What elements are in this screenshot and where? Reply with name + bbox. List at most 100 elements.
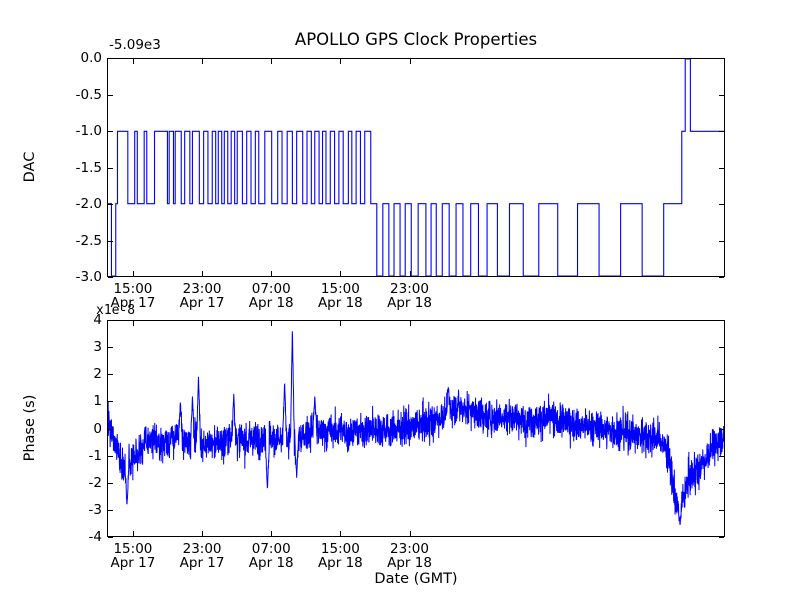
dac-ytick-1: -0.5 <box>75 86 102 103</box>
phase-ytick-0: 4 <box>93 312 102 328</box>
tick-date: Apr 17 <box>110 555 156 572</box>
tick-mark <box>719 456 724 457</box>
tick-mark <box>108 95 113 96</box>
tick-mark <box>133 531 134 536</box>
tick-mark <box>202 321 203 326</box>
phase-xtick-2: 07:00 Apr 18 <box>249 542 294 571</box>
tick-mark <box>202 59 203 64</box>
figure-title: APOLLO GPS Clock Properties <box>294 30 538 49</box>
tick-mark <box>719 429 724 430</box>
tick-date: Apr 18 <box>317 555 363 572</box>
tick-time: 15:00 <box>113 541 153 557</box>
tick-mark <box>340 531 341 536</box>
dac-xtick-1: 23:00 Apr 17 <box>180 282 225 311</box>
tick-mark <box>108 320 113 321</box>
tick-time: 23:00 <box>182 281 222 297</box>
tick-mark <box>108 510 113 511</box>
tick-mark <box>202 531 203 536</box>
tick-date: Apr 18 <box>387 295 432 312</box>
tick-mark <box>108 347 113 348</box>
tick-mark <box>719 168 724 169</box>
phase-ytick-4: 0 <box>93 420 102 437</box>
tick-mark <box>719 510 724 511</box>
tick-date: Apr 18 <box>317 295 363 312</box>
tick-mark <box>719 320 724 321</box>
dac-ytick-5: -2.5 <box>75 232 102 249</box>
tick-mark <box>719 131 724 132</box>
phase-noise-line <box>108 331 724 525</box>
tick-mark <box>108 374 113 375</box>
tick-mark <box>271 271 272 276</box>
tick-mark <box>719 483 724 484</box>
tick-mark <box>271 59 272 64</box>
phase-xtick-3: 15:00 Apr 18 <box>318 542 363 571</box>
phase-ytick-1: 3 <box>93 339 102 356</box>
tick-mark <box>340 321 341 326</box>
tick-mark <box>719 95 724 96</box>
tick-mark <box>108 168 113 169</box>
dac-xtick-2: 07:00 Apr 18 <box>249 282 294 311</box>
dac-xtick-4: 23:00 Apr 18 <box>387 282 432 311</box>
tick-mark <box>271 321 272 326</box>
tick-mark <box>719 401 724 402</box>
dac-plot-area <box>107 58 725 277</box>
phase-plot-area <box>107 320 725 537</box>
phase-ytick-6: -2 <box>88 474 102 491</box>
tick-mark <box>719 347 724 348</box>
tick-time: 23:00 <box>182 541 222 557</box>
tick-mark <box>133 321 134 326</box>
dac-ytick-4: -2.0 <box>75 196 102 212</box>
tick-mark <box>108 241 113 242</box>
tick-mark <box>202 271 203 276</box>
dac-y-offset-text: -5.09e3 <box>109 37 161 53</box>
tick-mark <box>108 131 113 132</box>
tick-mark <box>410 59 411 64</box>
tick-time: 15:00 <box>113 281 153 297</box>
tick-mark <box>133 59 134 64</box>
tick-mark <box>340 271 341 276</box>
tick-date: Apr 17 <box>179 295 225 312</box>
tick-mark <box>719 58 724 59</box>
tick-mark <box>719 374 724 375</box>
phase-y-offset-text: x1e-8 <box>96 303 136 318</box>
tick-time: 07:00 <box>251 281 291 297</box>
tick-mark <box>108 456 113 457</box>
tick-mark <box>108 277 113 278</box>
dac-series-svg <box>108 59 724 276</box>
tick-date: Apr 18 <box>248 555 294 572</box>
tick-time: 07:00 <box>251 541 291 557</box>
tick-date: Apr 18 <box>248 295 294 312</box>
tick-mark <box>108 429 113 430</box>
tick-mark <box>410 321 411 326</box>
dac-ytick-3: -1.5 <box>75 159 102 176</box>
phase-ytick-3: 1 <box>93 393 102 410</box>
tick-mark <box>410 271 411 276</box>
phase-ytick-7: -3 <box>88 501 102 518</box>
phase-x-axis-label: Date (GMT) <box>374 571 458 587</box>
tick-time: 23:00 <box>390 281 429 297</box>
tick-mark <box>340 59 341 64</box>
tick-time: 15:00 <box>320 541 360 557</box>
phase-ytick-5: -1 <box>88 447 102 464</box>
tick-mark <box>108 537 113 538</box>
tick-date: Apr 17 <box>110 295 156 312</box>
dac-ytick-2: -1.0 <box>75 123 102 139</box>
tick-time: 23:00 <box>390 541 429 557</box>
tick-mark <box>410 531 411 536</box>
phase-ytick-8: -4 <box>88 529 102 545</box>
dac-ytick-6: -3.0 <box>75 269 102 285</box>
phase-xtick-0: 15:00 Apr 17 <box>111 542 156 571</box>
phase-series-svg <box>108 321 724 536</box>
phase-xtick-4: 23:00 Apr 18 <box>387 542 432 571</box>
tick-time: 15:00 <box>320 281 360 297</box>
tick-mark <box>108 401 113 402</box>
tick-mark <box>271 531 272 536</box>
tick-mark <box>719 204 724 205</box>
tick-mark <box>719 241 724 242</box>
phase-xtick-1: 23:00 Apr 17 <box>180 542 225 571</box>
tick-mark <box>108 483 113 484</box>
dac-step-line <box>108 59 724 276</box>
tick-mark <box>719 277 724 278</box>
phase-ytick-2: 2 <box>93 366 102 383</box>
